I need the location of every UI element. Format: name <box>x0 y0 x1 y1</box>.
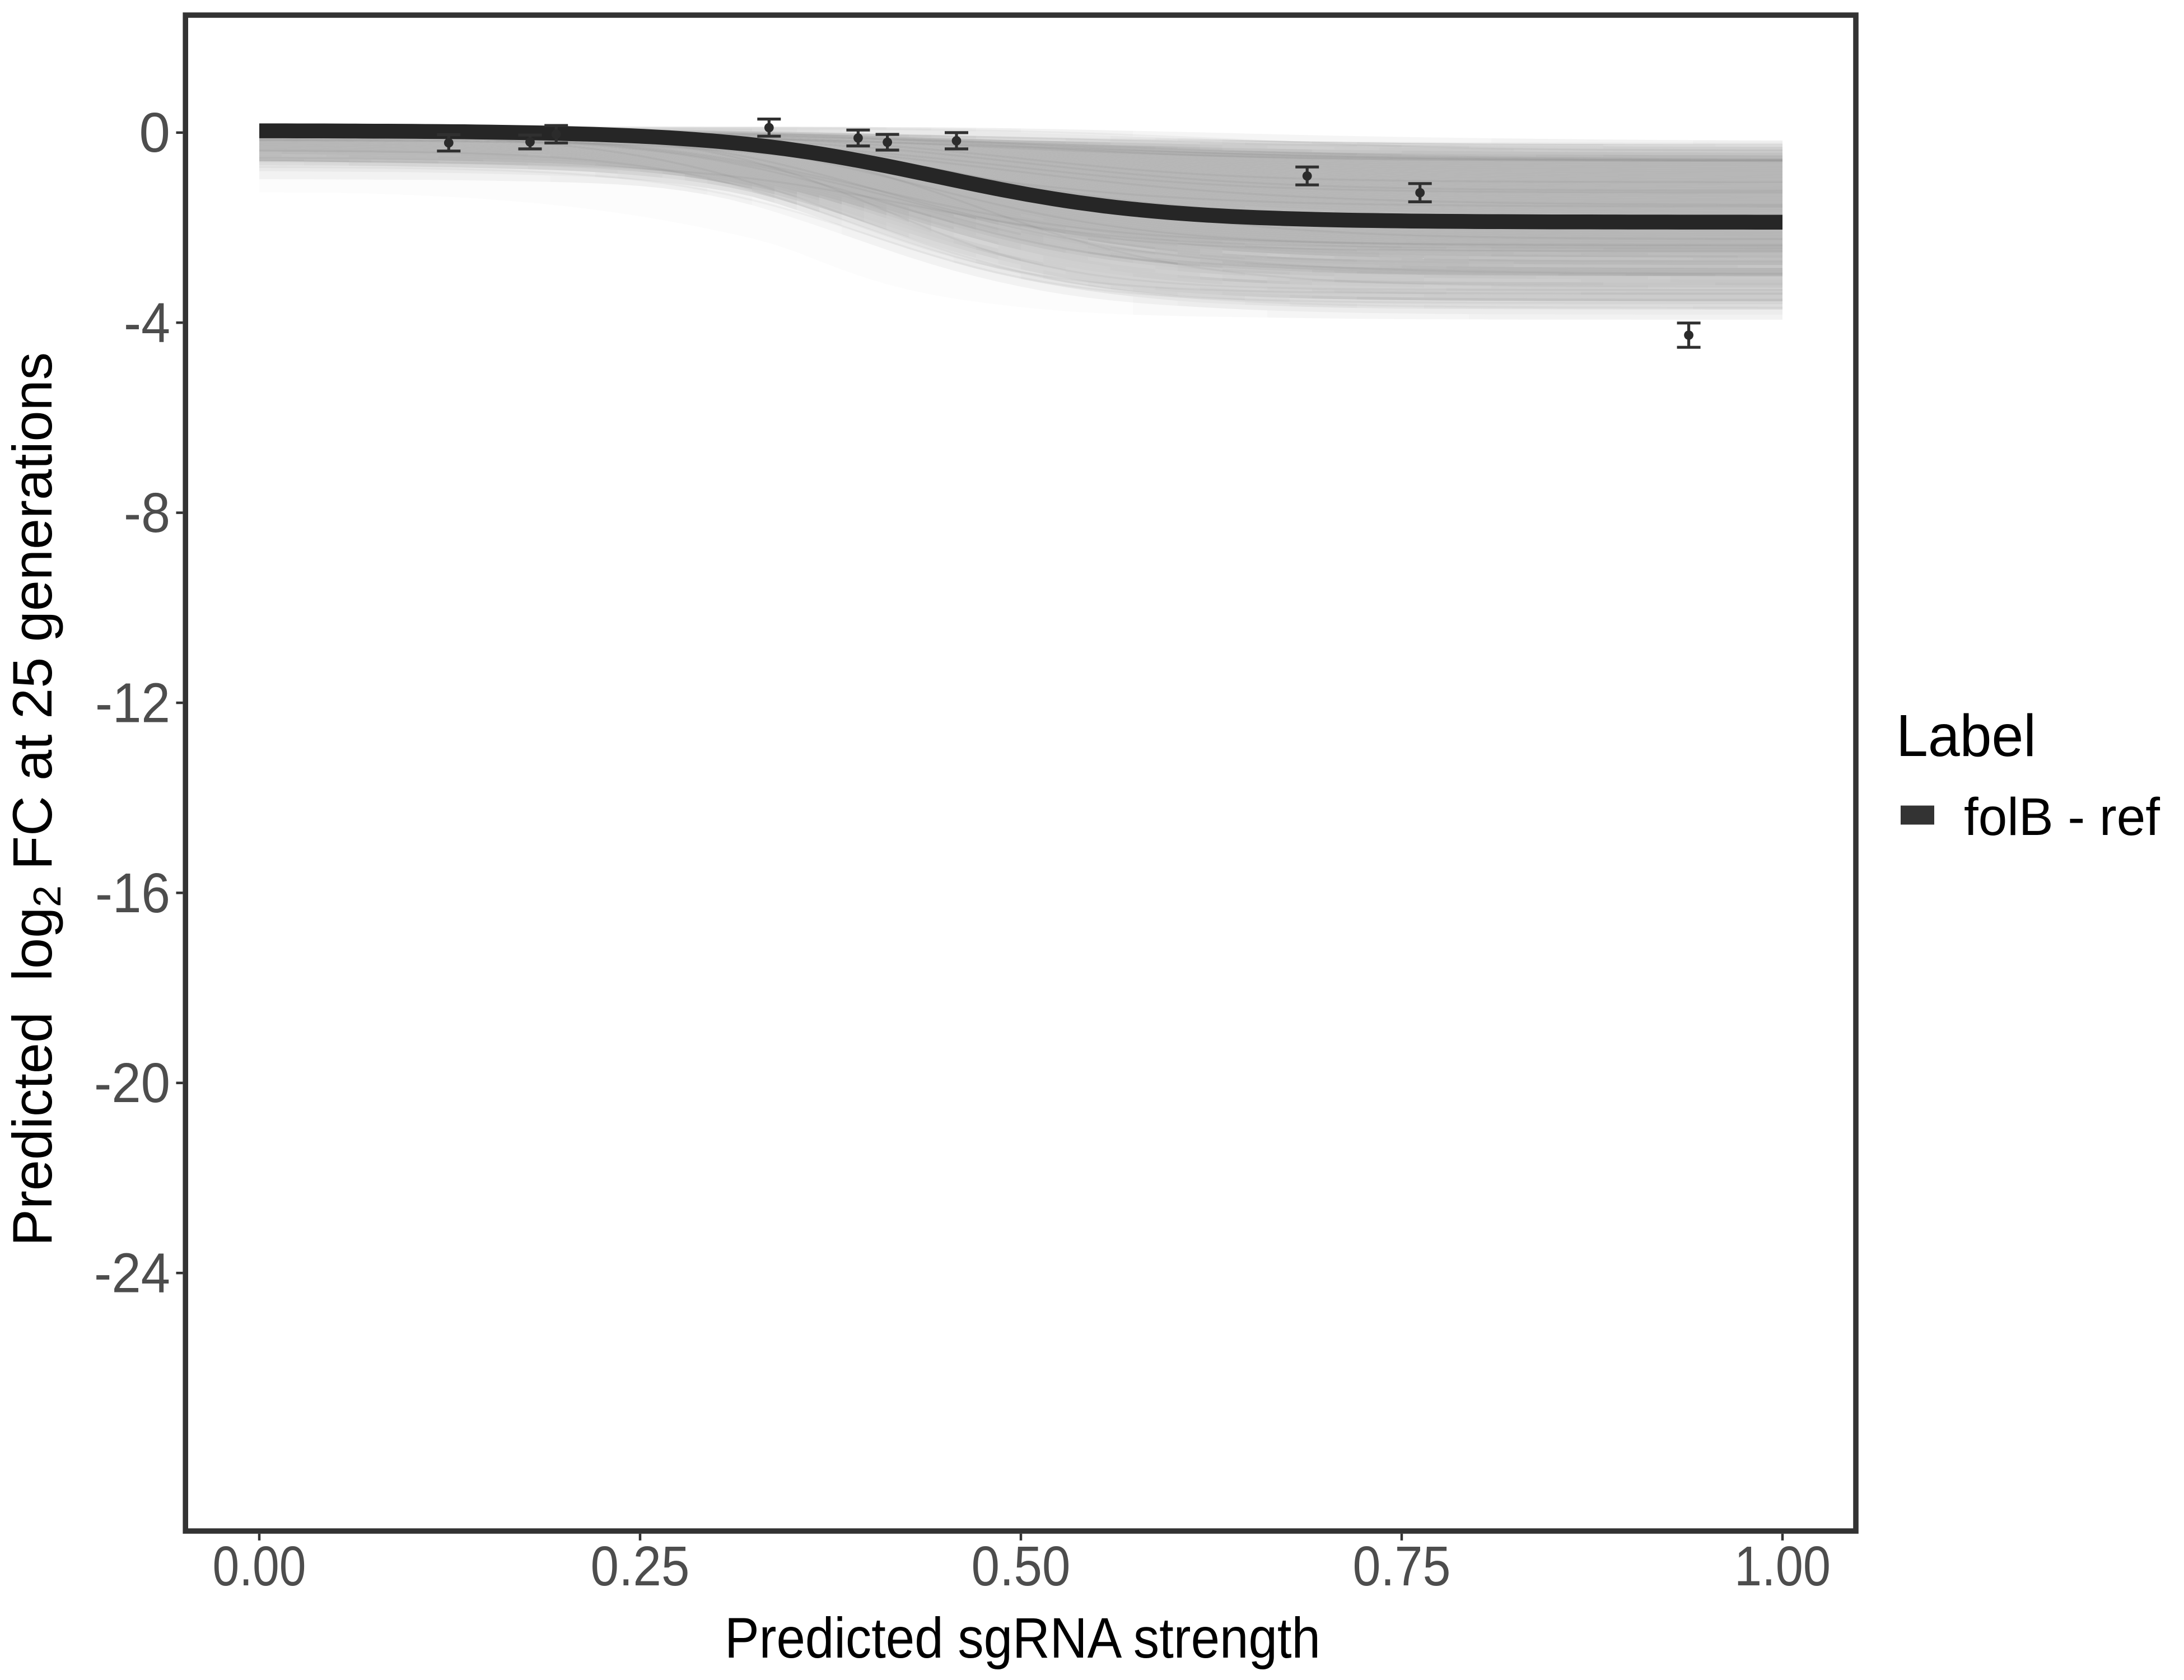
svg-text:0.25: 0.25 <box>591 1535 690 1598</box>
svg-text:Label: Label <box>1896 703 2036 769</box>
svg-text:0.50: 0.50 <box>972 1535 1071 1598</box>
svg-text:Predicted log2 FC at 25 gener: Predicted log2 FC at 25 generations <box>1 352 69 1246</box>
svg-text:-4: -4 <box>124 292 170 354</box>
svg-text:0.75: 0.75 <box>1353 1535 1451 1598</box>
svg-text:0.00: 0.00 <box>213 1535 306 1598</box>
svg-text:-16: -16 <box>95 862 170 925</box>
svg-text:0: 0 <box>139 101 170 164</box>
svg-text:-12: -12 <box>95 671 170 734</box>
svg-text:-8: -8 <box>124 482 170 544</box>
svg-text:1.00: 1.00 <box>1734 1535 1831 1598</box>
svg-text:-24: -24 <box>94 1242 170 1305</box>
svg-text:Predicted sgRNA strength: Predicted sgRNA strength <box>725 1606 1320 1670</box>
svg-text:folB - ref: folB - ref <box>1964 787 2160 847</box>
svg-text:-20: -20 <box>94 1052 170 1114</box>
